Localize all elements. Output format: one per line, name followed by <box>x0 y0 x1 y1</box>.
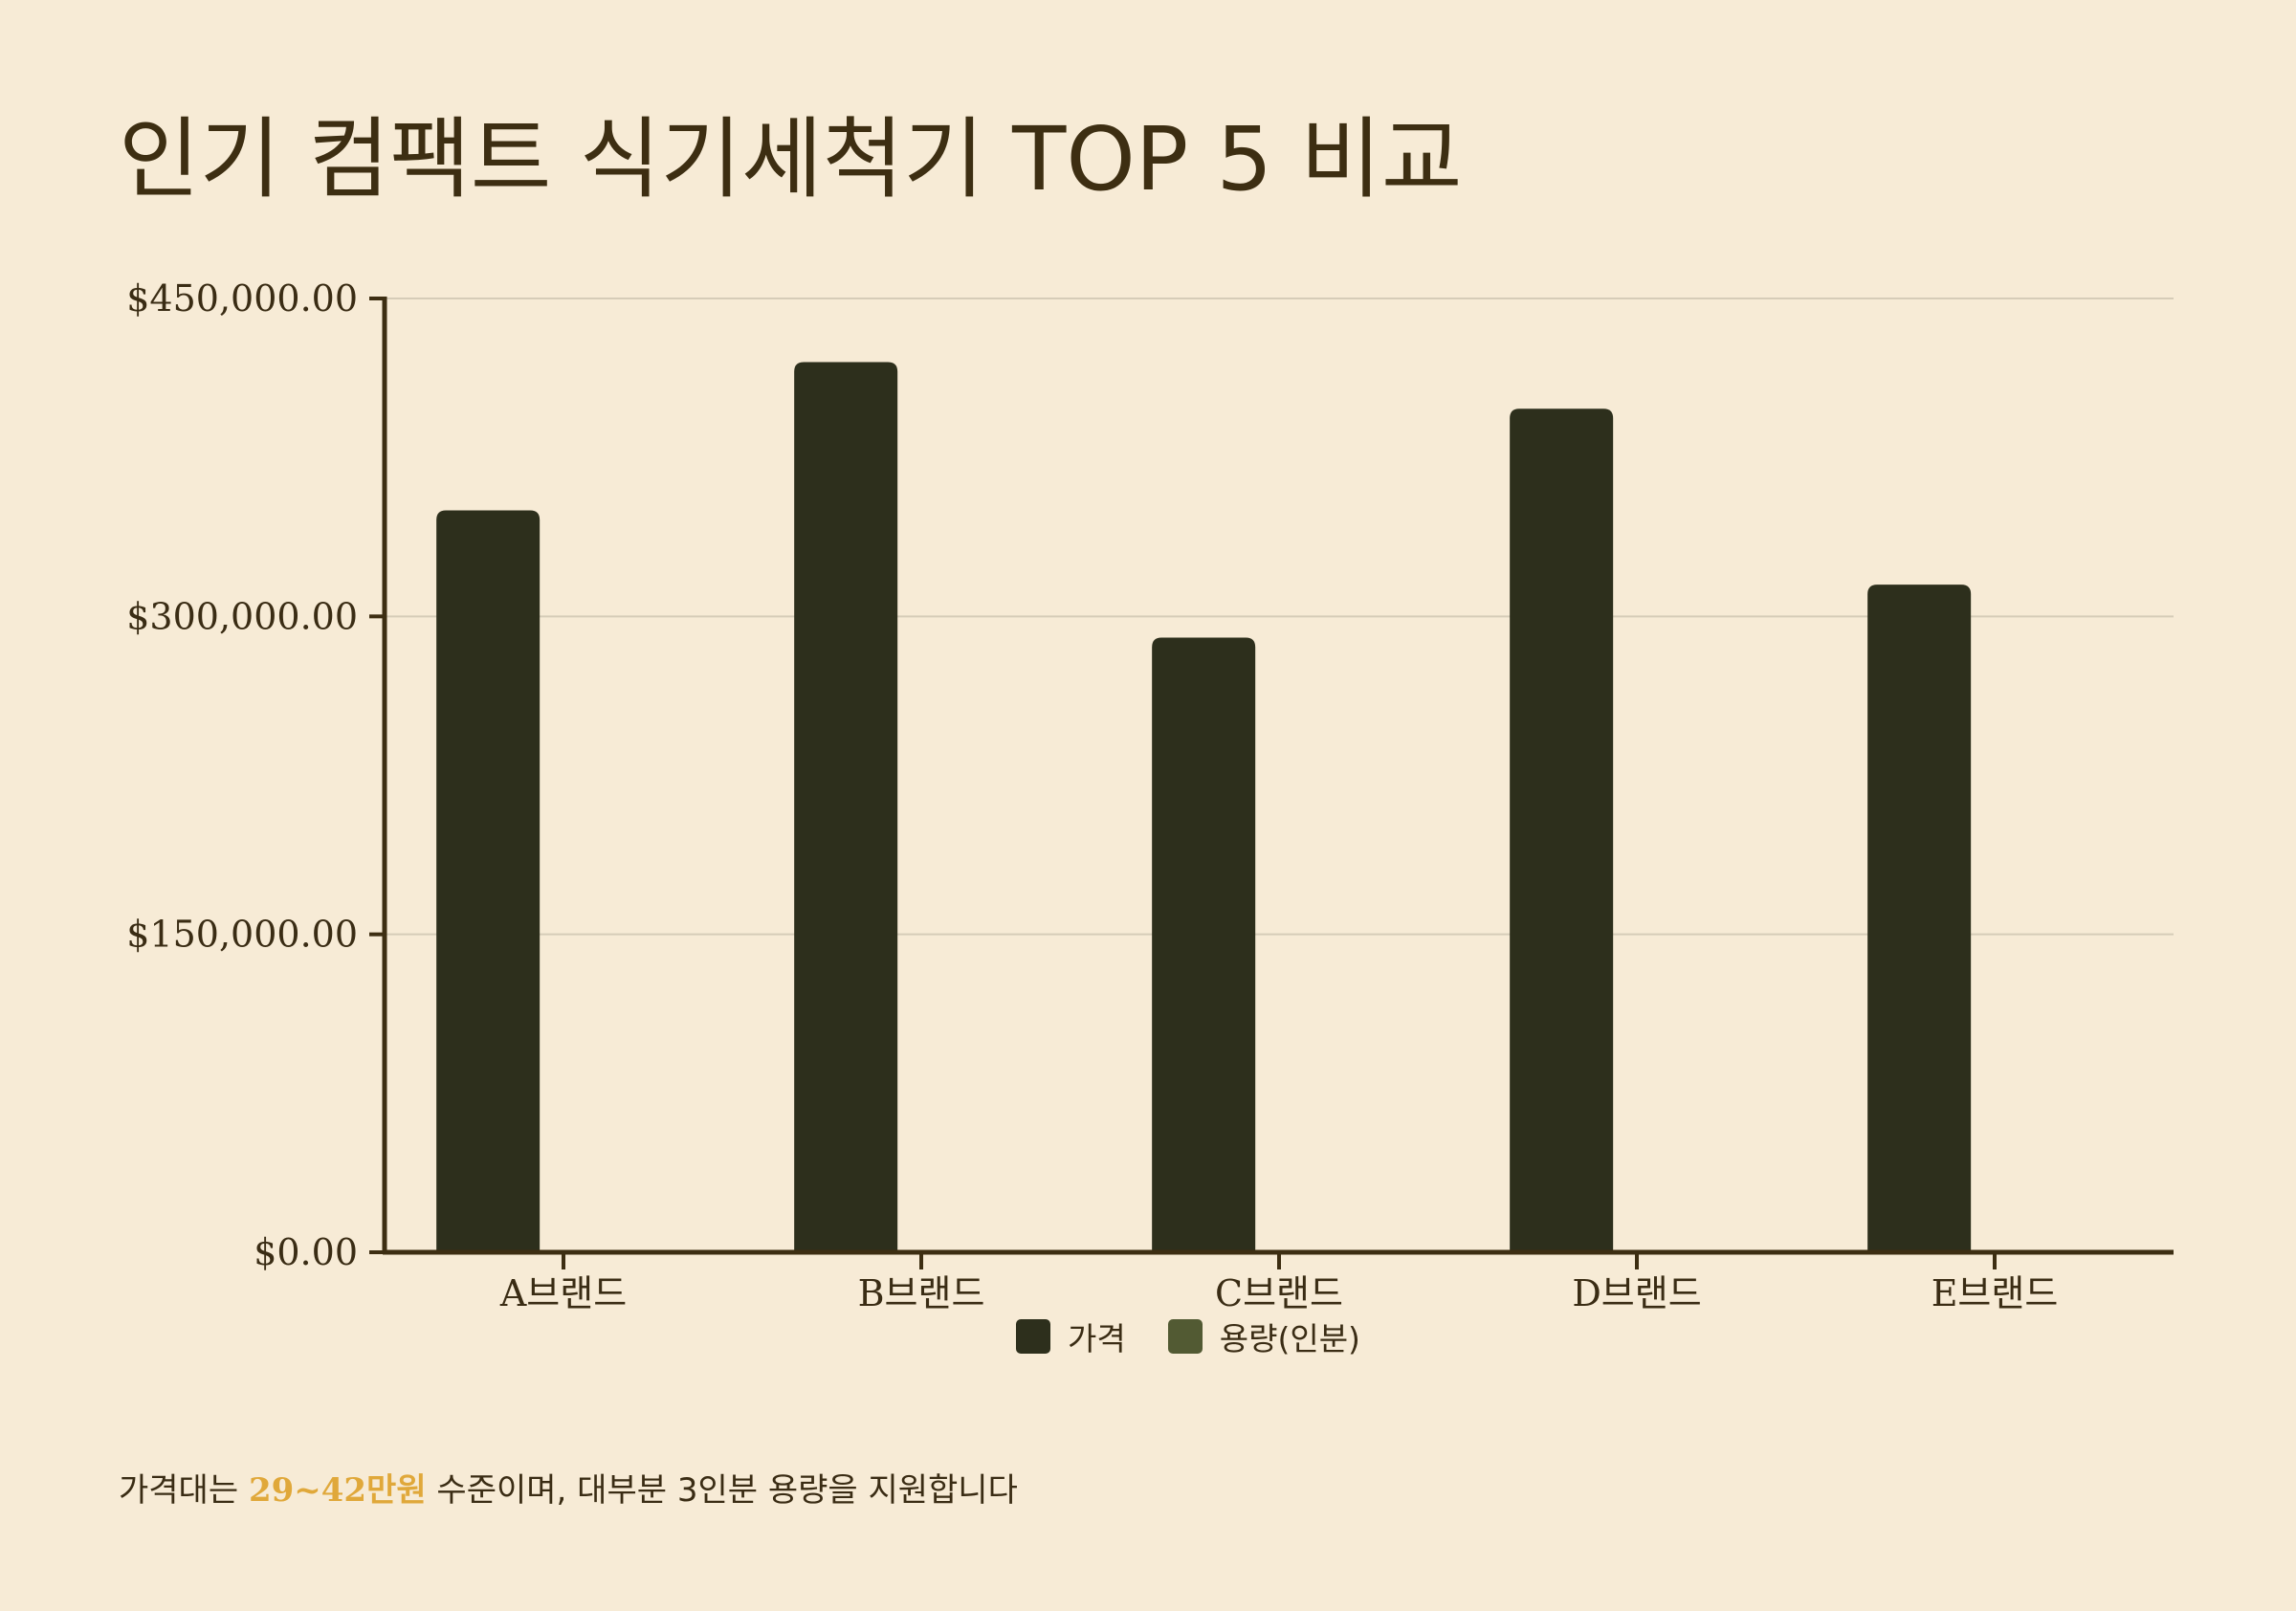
legend-label-price: 가격 <box>1068 1320 1126 1357</box>
bar-price-5 <box>1867 585 1972 1252</box>
legend-swatch-capacity <box>1167 1319 1203 1354</box>
chart-title: 인기 컴팩트 식기세척기 TOP 5 비교 <box>119 108 1463 210</box>
y-tick-label: $0.00 <box>254 1231 358 1273</box>
x-tick-label: E브랜드 <box>1932 1272 2059 1314</box>
footnote-before: 가격대는 <box>119 1471 249 1510</box>
bar-price-4 <box>1510 408 1614 1253</box>
footnote-highlight: 29~42만원 <box>248 1471 427 1510</box>
x-tick-label: C브랜드 <box>1215 1272 1343 1314</box>
x-tick-label: B브랜드 <box>858 1272 985 1314</box>
bar-price-1 <box>436 510 541 1252</box>
bar-price-3 <box>1152 637 1256 1252</box>
footnote: 가격대는 29~42만원 수준이며, 대부분 3인분 용량을 지원합니다 <box>119 1464 1018 1511</box>
bar-price-2 <box>794 362 898 1252</box>
legend-item-capacity: 용량(인분) <box>1167 1313 1360 1359</box>
x-tick-labels: A브랜드 B브랜드 C브랜드 D브랜드 E브랜드 <box>499 1272 2058 1314</box>
y-tick-labels: $0.00 $150,000.00 $300,000.00 $450,000.00 <box>126 277 358 1273</box>
legend-swatch-price <box>1016 1319 1050 1354</box>
y-tick-label: $150,000.00 <box>126 914 358 956</box>
x-tick-label: D브랜드 <box>1572 1272 1701 1314</box>
y-tick-label: $450,000.00 <box>126 277 358 320</box>
legend-label-capacity: 용량(인분) <box>1219 1320 1360 1357</box>
legend: 가격 용량(인분) <box>1016 1313 1402 1359</box>
footnote-after: 수준이며, 대부분 3인분 용량을 지원합니다 <box>426 1471 1018 1510</box>
bars <box>436 362 1972 1253</box>
legend-item-price: 가격 <box>1016 1313 1126 1359</box>
x-tick-label: A브랜드 <box>499 1272 627 1314</box>
y-tick-label: $300,000.00 <box>126 595 358 637</box>
axes <box>369 297 2174 1269</box>
